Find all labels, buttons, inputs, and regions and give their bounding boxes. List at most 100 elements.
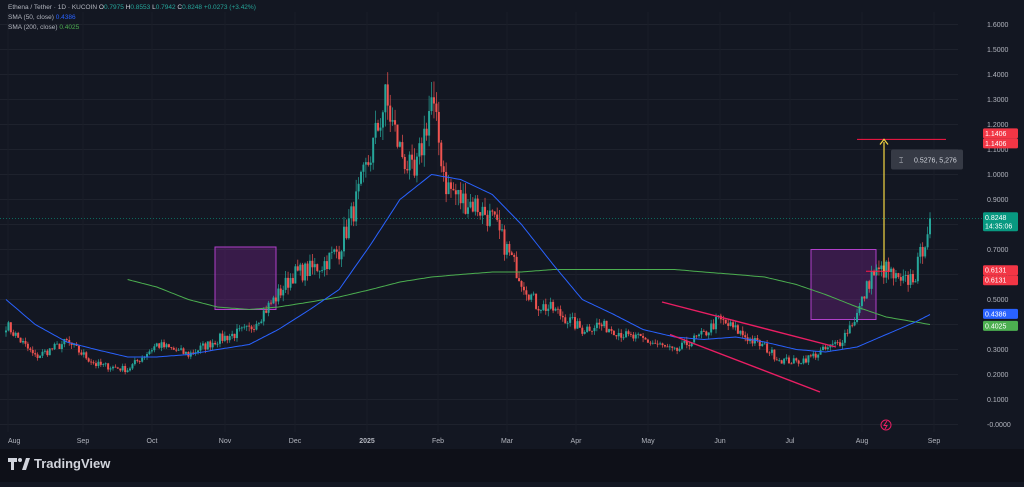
candle-body [843, 332, 846, 343]
candle-body [651, 342, 654, 344]
candle-body [68, 340, 71, 343]
candle-body [58, 343, 61, 350]
candle-body [240, 327, 243, 329]
candle-body [783, 358, 786, 364]
candle-body [586, 326, 589, 333]
candle-body [481, 206, 484, 216]
x-axis-tick-label: Aug [8, 438, 21, 445]
candle-body [741, 330, 744, 336]
candle-body [690, 342, 693, 347]
candle-body [423, 128, 426, 156]
candle-body [467, 207, 469, 214]
candle-body [53, 343, 56, 350]
candle-body [184, 351, 187, 354]
candle-body [892, 268, 895, 279]
candle-body [751, 338, 754, 344]
candle-body [136, 360, 139, 362]
candle-body [265, 310, 268, 313]
y-axis-tick-label: 0.3000 [987, 347, 1009, 354]
lightning-icon [883, 420, 888, 430]
candle-body [911, 273, 914, 283]
candle-body [656, 343, 659, 345]
candle-body [197, 350, 200, 353]
candle-body [673, 347, 676, 349]
candle-body [9, 322, 12, 333]
legend-sma200-row[interactable]: SMA (200, close) 0.4025 [8, 23, 256, 33]
candle-body [800, 363, 803, 365]
candle-body [462, 193, 465, 204]
y-axis-tick-label: 0.9000 [987, 197, 1009, 204]
candle-body [129, 368, 132, 371]
candle-body [544, 304, 547, 311]
candle-body [126, 370, 129, 373]
price-label-sma50-bg [983, 308, 1018, 319]
candle-body [612, 330, 615, 336]
candle-body [469, 201, 472, 208]
candle-body [167, 344, 170, 348]
candle-body [284, 277, 287, 290]
candle-body [707, 332, 710, 336]
candle-body [834, 342, 837, 344]
candle-body [92, 362, 95, 364]
candle-body [374, 122, 377, 138]
candle-body [899, 277, 902, 281]
candle-body [355, 191, 358, 222]
x-axis-tick-label: Sep [77, 438, 90, 445]
candle-body [97, 361, 100, 366]
candle-body [228, 336, 231, 341]
candle-body [425, 128, 428, 136]
candle-body [610, 329, 613, 331]
price-label-base-b: 0.6131 [985, 278, 1007, 285]
x-axis-tick-label: Jun [714, 438, 725, 445]
candle-body [333, 249, 336, 252]
candle-body [60, 344, 63, 350]
candle-body [809, 355, 812, 357]
candle-body [138, 361, 141, 362]
candle-body [868, 281, 871, 289]
candle-body [26, 343, 29, 349]
candle-body [727, 323, 730, 326]
candle-body [756, 338, 759, 341]
candle-body [873, 271, 876, 276]
price-label-target-b: 1.1406 [985, 141, 1007, 148]
candle-body [700, 330, 703, 335]
ohlc-high: H0.8553 [125, 4, 151, 11]
sma200-value: 0.4025 [59, 24, 80, 31]
candle-body [272, 297, 275, 304]
candle-body [807, 355, 810, 363]
candle-body [486, 214, 489, 226]
candle-body [909, 273, 912, 285]
legend-sma50-row[interactable]: SMA (50, close) 0.4386 [8, 13, 256, 23]
candle-body [573, 317, 576, 329]
candle-body [279, 288, 282, 296]
candle-body [73, 343, 76, 346]
candle-body [352, 206, 355, 222]
candle-body [238, 328, 241, 330]
candle-body [851, 325, 854, 327]
candle-body [377, 122, 380, 131]
candle-body [870, 271, 873, 289]
candle-body [250, 326, 253, 330]
symbol-title[interactable]: Ethena / Tether · 1D · KUCOIN [8, 4, 98, 11]
y-axis-tick-label: 0.1000 [987, 397, 1009, 404]
tradingview-brand[interactable]: TradingView [8, 456, 110, 471]
candle-body [459, 189, 462, 204]
consolidation-box [810, 249, 877, 320]
measure-arrowhead [879, 138, 889, 145]
candle-body [736, 325, 739, 334]
candle-body [19, 337, 22, 343]
candle-body [576, 321, 579, 329]
candle-body [345, 226, 348, 239]
price-label-target-a-bg [983, 128, 1018, 139]
candle-body [615, 335, 618, 337]
candle-body [702, 330, 705, 332]
candle-body [919, 246, 922, 257]
candle-body [532, 293, 535, 295]
candle-body [85, 352, 88, 359]
candle-body [505, 243, 508, 255]
candle-body [296, 266, 299, 271]
candle-body [56, 343, 59, 345]
candle-body [43, 350, 46, 352]
